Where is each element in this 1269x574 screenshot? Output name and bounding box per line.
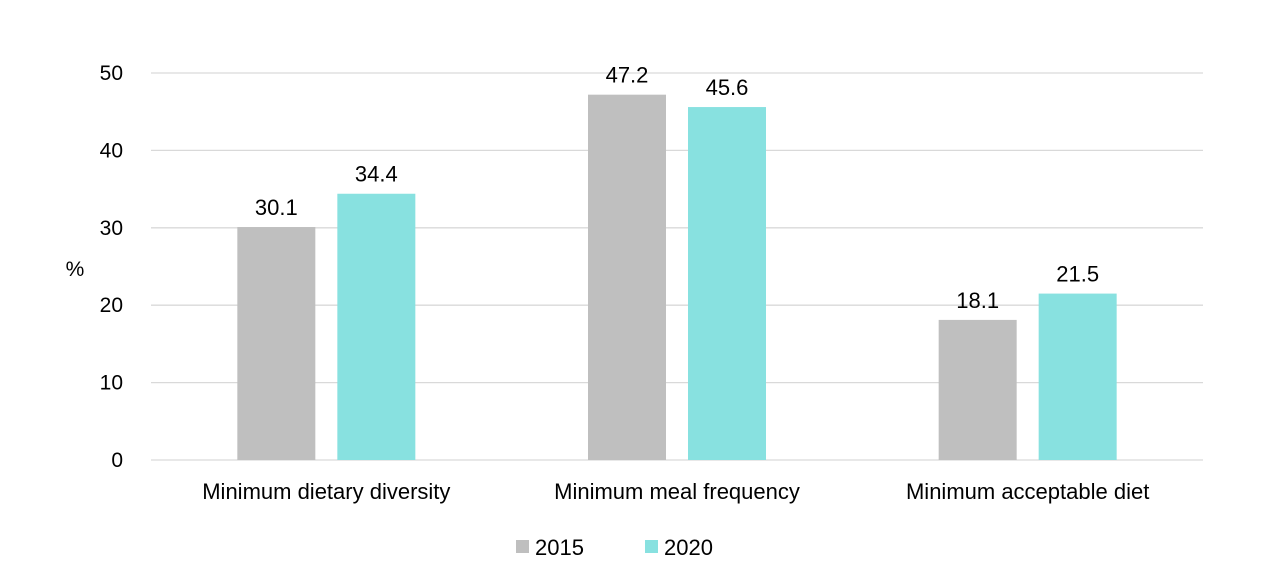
category-label: Minimum acceptable diet — [906, 479, 1149, 504]
y-tick-label: 20 — [100, 294, 123, 317]
y-tick-label: 40 — [100, 139, 123, 162]
legend-swatch — [645, 540, 658, 553]
legend: 2015 2020 — [516, 535, 713, 560]
y-tick-label: 0 — [111, 449, 123, 472]
bar — [938, 319, 1017, 460]
bar — [1038, 293, 1117, 460]
data-label: 45.6 — [706, 75, 749, 100]
category-label: Minimum dietary diversity — [202, 479, 450, 504]
legend-swatch — [516, 540, 529, 553]
category-label: Minimum meal frequency — [554, 479, 800, 504]
y-tick-label: 10 — [100, 372, 123, 395]
y-axis-label: % — [66, 258, 85, 281]
data-label: 47.2 — [606, 63, 649, 88]
y-axis-ticks: 0 10 20 30 40 50 — [100, 62, 123, 472]
data-label: 30.1 — [255, 195, 298, 220]
bar — [688, 107, 766, 460]
data-label: 34.4 — [355, 162, 398, 187]
data-label: 18.1 — [956, 288, 999, 313]
y-tick-label: 50 — [100, 62, 123, 85]
bar — [237, 227, 316, 460]
bar — [588, 94, 666, 460]
gridlines — [151, 72, 1203, 461]
bars — [237, 94, 1117, 460]
bar — [337, 193, 416, 460]
y-tick-label: 30 — [100, 217, 123, 240]
legend-label: 2020 — [664, 535, 713, 560]
data-label: 21.5 — [1056, 262, 1099, 287]
category-labels: Minimum dietary diversity Minimum meal fr… — [202, 479, 1149, 504]
legend-label: 2015 — [535, 535, 584, 560]
data-labels: 30.1 34.4 47.2 45.6 18.1 21.5 — [255, 63, 1099, 313]
